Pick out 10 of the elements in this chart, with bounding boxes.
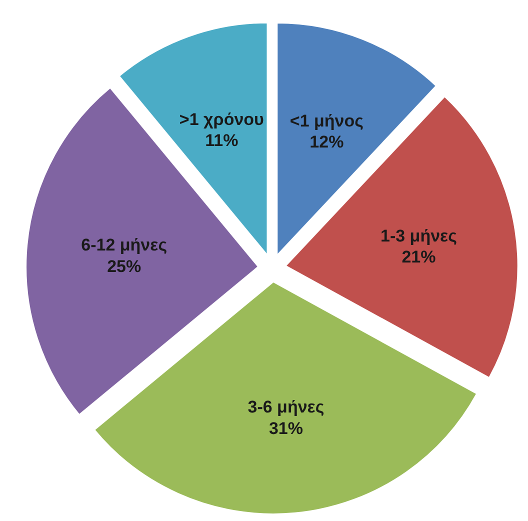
- data-label: 31%: [268, 418, 303, 438]
- data-label: 12%: [310, 132, 344, 152]
- slice-label: >1 χρόνου: [179, 110, 264, 129]
- data-label: 11%: [205, 131, 238, 150]
- slice-label: <1 μήνος: [290, 111, 364, 130]
- data-label: 25%: [107, 256, 142, 276]
- data-label: 21%: [402, 248, 436, 267]
- slice-label: 6-12 μήνες: [81, 236, 168, 255]
- slice-label: 3-6 μήνες: [248, 398, 324, 416]
- slice-label: 1-3 μήνες: [380, 226, 458, 246]
